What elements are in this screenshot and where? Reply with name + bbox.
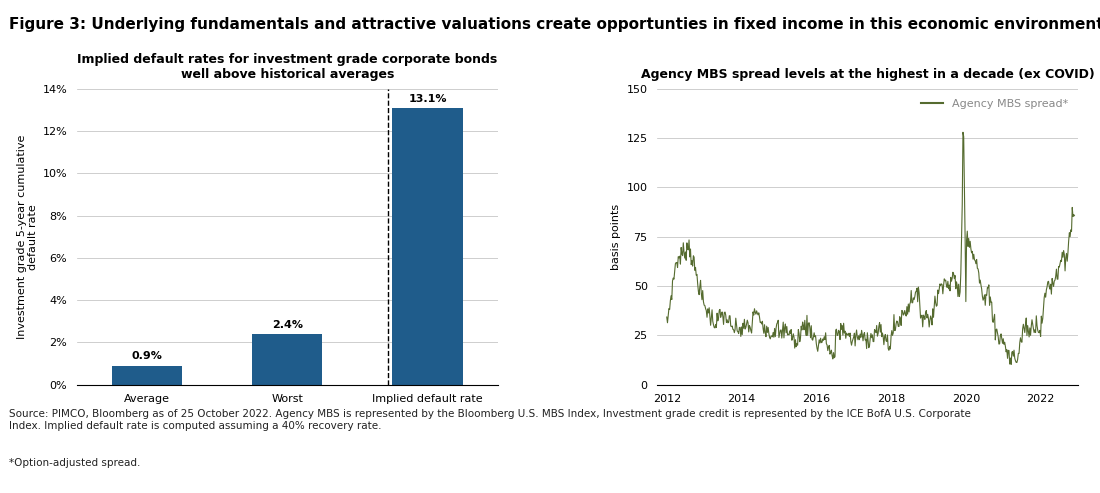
Bar [393, 108, 462, 385]
Y-axis label: Investment grade 5-year cumulative
default rate: Investment grade 5-year cumulative defau… [16, 135, 38, 339]
Bar [252, 334, 322, 385]
Title: Agency MBS spread levels at the highest in a decade (ex COVID): Agency MBS spread levels at the highest … [641, 68, 1094, 81]
Text: *Option-adjusted spread.: *Option-adjusted spread. [9, 458, 140, 468]
Text: 2.4%: 2.4% [272, 319, 302, 330]
Text: Source: PIMCO, Bloomberg as of 25 October 2022. Agency MBS is represented by the: Source: PIMCO, Bloomberg as of 25 Octobe… [9, 409, 970, 431]
Y-axis label: basis points: basis points [610, 204, 621, 270]
Legend: Agency MBS spread*: Agency MBS spread* [916, 94, 1072, 113]
Text: 13.1%: 13.1% [408, 94, 447, 104]
Text: 0.9%: 0.9% [132, 352, 163, 361]
Bar [112, 365, 183, 385]
Text: Figure 3: Underlying fundamentals and attractive valuations create opportunties : Figure 3: Underlying fundamentals and at… [9, 17, 1100, 32]
Title: Implied default rates for investment grade corporate bonds
well above historical: Implied default rates for investment gra… [77, 53, 497, 81]
